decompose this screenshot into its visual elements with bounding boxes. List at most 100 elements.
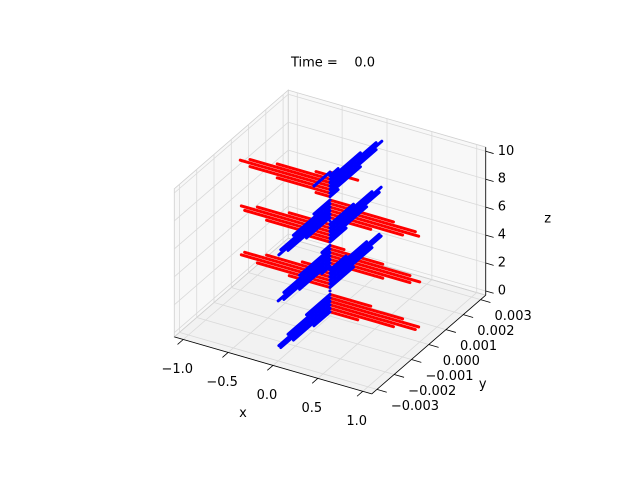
arrow xyxy=(328,148,378,192)
arrow xyxy=(328,139,384,188)
grid-line xyxy=(196,317,395,375)
arrow xyxy=(282,250,332,294)
grid-line xyxy=(174,177,289,278)
arrow xyxy=(312,170,332,188)
tick-mark xyxy=(376,389,387,393)
arrow xyxy=(328,250,412,278)
grid-line xyxy=(288,233,486,292)
z-axis-label: z xyxy=(544,212,551,227)
grid-line xyxy=(174,121,289,222)
x-axis xyxy=(174,336,372,395)
arrow xyxy=(328,190,374,230)
chart-title: Time = 0.0 xyxy=(290,56,375,71)
z-tick-label: 0 xyxy=(498,283,506,298)
arrow xyxy=(312,198,332,216)
tick-mark xyxy=(222,352,229,358)
arrow xyxy=(275,162,332,181)
tick-mark xyxy=(485,178,494,182)
arrow xyxy=(328,205,369,241)
arrow xyxy=(277,299,332,348)
arrow xyxy=(328,232,381,279)
x-tick-label: −0.5 xyxy=(206,375,238,390)
arrow xyxy=(248,165,332,192)
grid-line xyxy=(213,302,412,360)
grid-line xyxy=(248,272,447,330)
arrow xyxy=(248,158,332,185)
arrow xyxy=(305,292,332,317)
grid-line xyxy=(231,287,429,345)
y-tick-label: −0.003 xyxy=(391,399,439,414)
arrow xyxy=(282,257,332,301)
tick-mark xyxy=(445,329,456,333)
tick-mark xyxy=(411,359,422,363)
arrow xyxy=(291,202,332,237)
tick-mark xyxy=(463,314,474,318)
x-tick-label: 0.0 xyxy=(257,388,278,403)
arrow xyxy=(328,243,346,252)
y-tick-label: 0.000 xyxy=(443,354,480,369)
arrow xyxy=(298,247,332,277)
arrow xyxy=(279,303,332,349)
arrow xyxy=(238,158,332,188)
arrow xyxy=(328,265,355,289)
grid-line xyxy=(288,149,486,208)
tick-mark xyxy=(311,378,319,384)
arrow xyxy=(328,234,383,282)
tick-mark xyxy=(428,344,439,348)
arrow xyxy=(328,202,355,227)
arrow xyxy=(328,292,373,308)
arrow xyxy=(328,165,362,195)
arrow xyxy=(320,243,332,255)
arrow xyxy=(328,296,405,321)
arrow xyxy=(328,310,360,322)
grid-line xyxy=(179,332,378,390)
tick-mark xyxy=(485,150,494,154)
tick-mark xyxy=(267,365,274,371)
tick-mark xyxy=(485,262,494,266)
arrow xyxy=(328,306,395,329)
arrow xyxy=(276,254,332,303)
x-tick-label: −1.0 xyxy=(161,362,193,377)
arrow xyxy=(279,205,332,252)
arrow xyxy=(328,303,417,332)
arrow xyxy=(286,296,332,336)
z-tick-label: 6 xyxy=(498,200,506,215)
arrow xyxy=(328,240,369,275)
tick-mark xyxy=(480,299,491,303)
z-tick-label: 10 xyxy=(498,144,515,159)
tick-mark xyxy=(485,206,494,210)
arrow xyxy=(255,261,332,286)
grid-line xyxy=(174,93,289,194)
tick-mark xyxy=(485,234,494,238)
arrow xyxy=(328,190,381,237)
arrow xyxy=(328,151,362,181)
y-tick-label: 0.001 xyxy=(460,339,497,354)
arrow xyxy=(328,185,383,234)
arrow xyxy=(305,216,332,240)
arrow xyxy=(328,226,348,244)
arrow xyxy=(275,176,332,195)
arrow xyxy=(314,191,332,199)
arrow xyxy=(328,167,340,178)
grid-line xyxy=(174,233,289,334)
tick-mark xyxy=(394,374,405,378)
z-tick-label: 8 xyxy=(498,172,506,187)
arrow xyxy=(312,310,332,328)
y-tick-label: −0.002 xyxy=(408,384,456,399)
arrow xyxy=(328,254,348,272)
arrow xyxy=(291,306,332,342)
arrow xyxy=(277,209,332,257)
x-tick-label: 1.0 xyxy=(346,414,367,429)
arrow xyxy=(286,212,332,252)
arrow xyxy=(328,141,378,185)
z-tick-label: 2 xyxy=(498,256,506,271)
arrow xyxy=(298,261,332,291)
y-axis-label: y xyxy=(479,377,487,392)
tick-mark xyxy=(177,339,184,345)
x-tick-label: 0.5 xyxy=(302,401,323,416)
z-tick-label: 4 xyxy=(498,228,506,243)
arrow xyxy=(328,246,374,286)
grid-line xyxy=(288,121,486,180)
tick-mark xyxy=(356,391,364,397)
